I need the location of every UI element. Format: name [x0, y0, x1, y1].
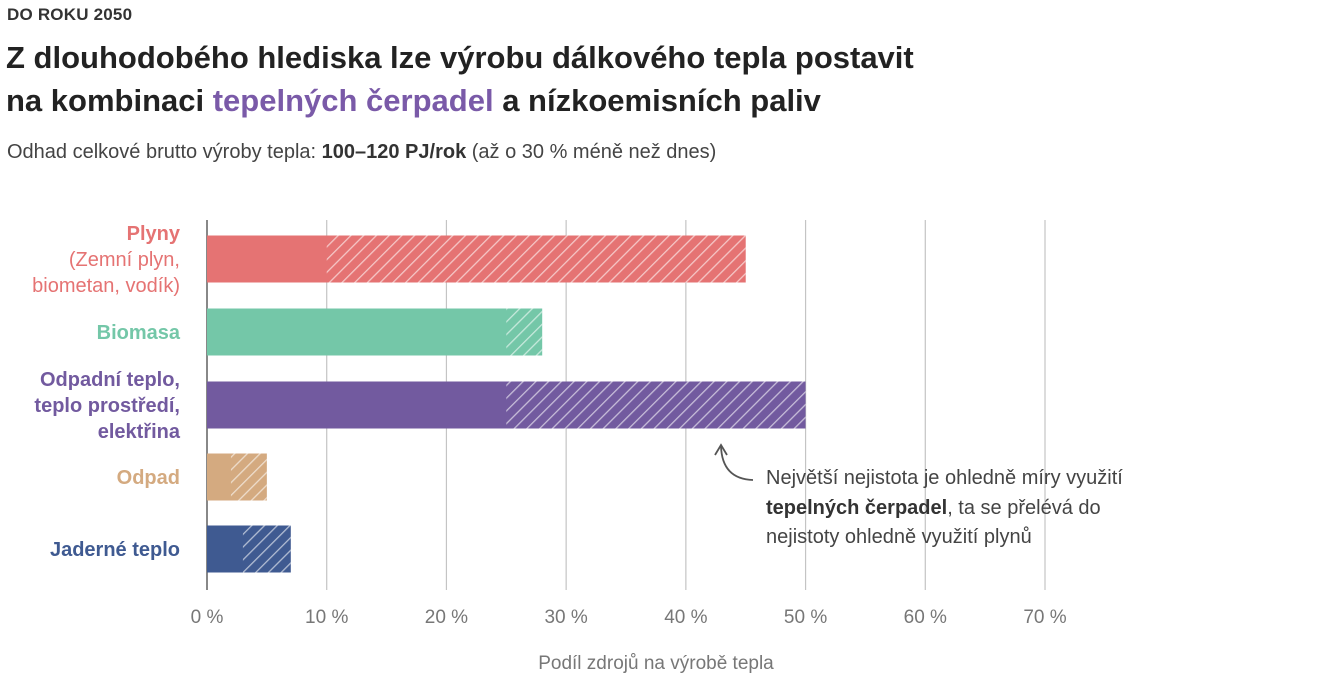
bar-uncertainty-hatch — [506, 381, 806, 429]
annotation-line-2-rest: , ta se přelévá do — [947, 497, 1100, 519]
x-tick-label: 70 % — [1023, 607, 1066, 628]
subtitle-value: 100–120 PJ/rok — [321, 141, 467, 163]
bar-uncertainty-hatch — [242, 525, 291, 573]
annotation-arrowhead — [714, 443, 728, 456]
bars — [207, 235, 806, 573]
title-line-2-end: a nízkoemisních paliv — [493, 83, 821, 118]
chart-kicker: DO ROKU 2050 — [7, 5, 133, 24]
x-tick-label: 60 % — [904, 607, 947, 628]
bar-uncertainty-hatch — [326, 235, 746, 283]
annotation-arrow — [720, 445, 754, 481]
x-tick-label: 40 % — [664, 607, 707, 628]
x-tick-label: 50 % — [784, 607, 827, 628]
x-tick-label: 10 % — [305, 607, 348, 628]
x-tick-label: 0 % — [191, 607, 224, 628]
category-label: elektřina — [98, 421, 181, 443]
x-axis-ticks: 0 % 10 % 20 % 30 % 40 % 50 % 60 % 70 % — [191, 607, 1067, 628]
category-label: (Zemní plyn, — [69, 249, 180, 271]
title-highlight-heat-pumps: tepelných čerpadel — [212, 83, 494, 118]
bar-uncertainty-hatch — [230, 453, 267, 501]
category-label: Odpadní teplo, — [40, 369, 180, 391]
category-label: Plyny — [127, 223, 181, 245]
x-tick-label: 30 % — [544, 607, 587, 628]
subtitle-start: Odhad celkové brutto výroby tepla: — [7, 141, 322, 163]
annotation-bold: tepelných čerpadel — [766, 497, 947, 519]
annotation: Největší nejistota je ohledně míry využi… — [714, 443, 1123, 548]
annotation-line-1: Největší nejistota je ohledně míry využi… — [766, 467, 1123, 489]
bar-range — [207, 308, 543, 356]
category-label: Biomasa — [97, 322, 181, 344]
category-label: Odpad — [117, 467, 180, 489]
annotation-line-3: nejistoty ohledně využití plynů — [766, 526, 1032, 548]
category-label: Jaderné teplo — [50, 539, 180, 561]
bar-uncertainty-hatch — [506, 308, 543, 356]
x-tick-label: 20 % — [425, 607, 468, 628]
subtitle-end: (až o 30 % méně než dnes) — [466, 141, 717, 163]
chart-title: Z dlouhodobého hlediska lze výrobu dálko… — [6, 36, 1106, 122]
category-labels: Plyny (Zemní plyn, biometan, vodík) Biomasa… — [32, 223, 181, 561]
annotation-line-2: tepelných čerpadel, ta se přelévá do — [766, 497, 1101, 519]
title-line-1: Z dlouhodobého hlediska lze výrobu dálko… — [6, 40, 914, 75]
title-line-2-start: na kombinaci — [6, 83, 213, 118]
x-axis-title: Podíl zdrojů na výrobě tepla — [538, 653, 774, 674]
category-label: biometan, vodík) — [32, 275, 180, 297]
chart-subtitle: Odhad celkové brutto výroby tepla: 100–1… — [7, 141, 716, 164]
category-label: teplo prostředí, — [34, 395, 180, 417]
